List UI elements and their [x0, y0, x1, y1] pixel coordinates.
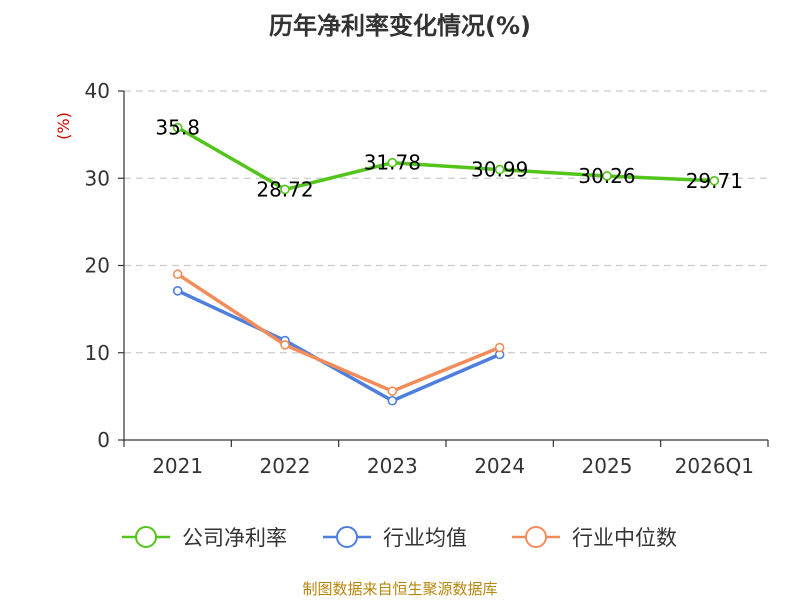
data-label: 28.72	[256, 177, 313, 201]
series-line	[175, 289, 502, 403]
y-tick-label: 20	[85, 254, 110, 278]
legend[interactable]: 公司净利率 行业均值 行业中位数	[122, 526, 677, 550]
grid-lines	[124, 90, 768, 354]
x-tick-label: 2025	[582, 454, 633, 478]
data-label: 35.8	[155, 116, 200, 140]
legend-marker	[135, 526, 157, 548]
y-tick-label: 40	[85, 79, 110, 103]
legend-label: 行业中位数	[572, 526, 677, 550]
series-line	[175, 125, 717, 192]
y-tick-label: 30	[85, 166, 110, 190]
series-point	[280, 184, 290, 195]
y-tick-label: 10	[85, 341, 110, 365]
series-point	[280, 340, 290, 350]
x-tick-label: 2022	[260, 454, 311, 478]
legend-item[interactable]: 行业均值	[323, 526, 467, 550]
legend-marker	[336, 526, 358, 548]
series-point	[709, 175, 720, 186]
series-line	[175, 272, 502, 393]
axes: 0 10 20 30 40 2021 2022 2023 2024 2025 2026Q1	[85, 79, 769, 478]
series-point	[494, 164, 505, 175]
legend-item[interactable]: 行业中位数	[512, 526, 677, 550]
data-label: 31.78	[364, 151, 421, 175]
series-point	[387, 395, 398, 406]
series-point	[387, 157, 398, 168]
legend-item[interactable]: 公司净利率	[122, 526, 287, 550]
data-label: 30.26	[578, 164, 635, 188]
x-tick-label: 2026Q1	[675, 454, 754, 478]
y-axis-unit: (%)	[54, 112, 73, 140]
legend-label: 行业均值	[383, 526, 467, 550]
legend-marker	[525, 526, 547, 548]
series-point	[387, 386, 398, 396]
data-labels: 35.8 28.72 31.78 30.99 30.26 29.71	[155, 116, 743, 202]
x-tick-label: 2024	[474, 454, 525, 478]
series-point	[602, 171, 612, 181]
series-point	[172, 122, 183, 133]
legend-label: 公司净利率	[182, 526, 287, 550]
series-point	[172, 269, 183, 280]
y-tick-label: 0	[97, 428, 110, 452]
data-label: 30.99	[471, 158, 528, 182]
chart-title: 历年净利率变化情况(%)	[269, 12, 531, 40]
series-point	[172, 286, 183, 296]
x-tick-label: 2023	[367, 454, 418, 478]
series-point	[494, 342, 505, 353]
source-note: 制图数据来自恒生聚源数据库	[302, 580, 497, 598]
x-tick-label: 2021	[152, 454, 203, 478]
series-lines	[172, 122, 720, 406]
data-label: 29.71	[686, 169, 743, 193]
